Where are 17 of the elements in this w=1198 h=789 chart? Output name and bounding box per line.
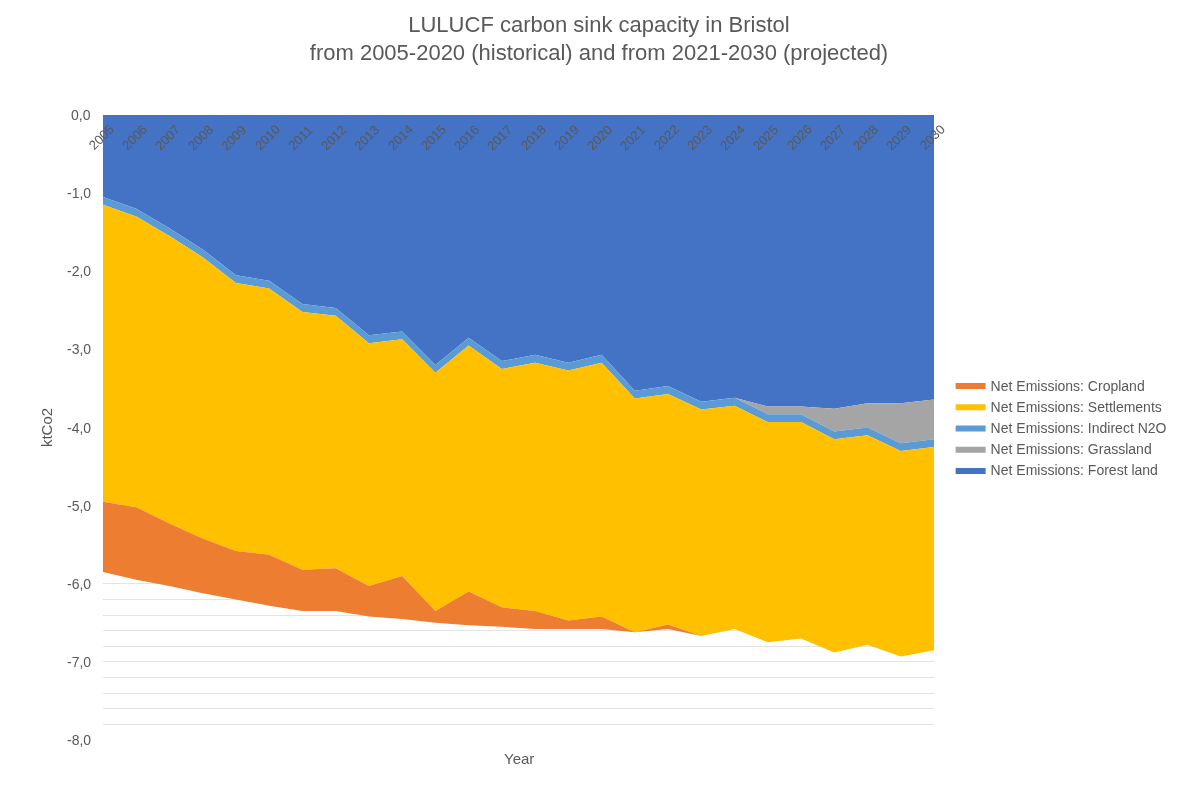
y-tick-label: 0,0 — [71, 107, 91, 123]
legend-label: Net Emissions: Forest land — [990, 462, 1158, 479]
y-tick-label: -4,0 — [67, 420, 92, 436]
chart-title: LULUCF carbon sink capacity in Bristol from 2005-2020 (historical) and from 2021-2030 (projected) — [309, 11, 889, 66]
y-tick-label: -2,0 — [67, 263, 92, 279]
y-axis-title: ktCo2 — [38, 407, 56, 448]
y-tick-label: -5,0 — [67, 498, 92, 514]
y-tick-label: -8,0 — [67, 732, 92, 748]
legend-label: Net Emissions: Grassland — [990, 441, 1152, 458]
legend-label: Net Emissions: Settlements — [990, 398, 1162, 415]
y-tick-label: -3,0 — [67, 341, 92, 357]
legend-label: Net Emissions: Indirect N2O — [990, 419, 1167, 436]
y-tick-label: -7,0 — [67, 654, 92, 670]
x-axis-title: Year — [504, 750, 535, 767]
y-tick-label: -1,0 — [67, 185, 92, 201]
y-tick-label: -6,0 — [67, 576, 92, 592]
legend-label: Net Emissions: Cropland — [990, 377, 1145, 394]
